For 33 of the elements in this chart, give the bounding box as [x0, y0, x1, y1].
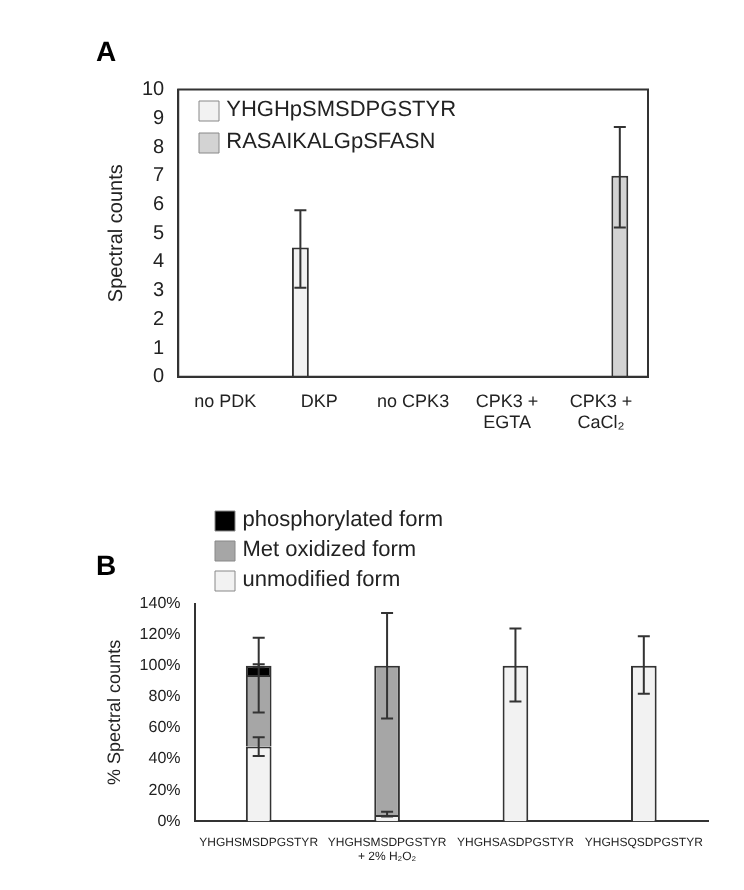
- y-axis-title: % Spectral counts: [103, 638, 124, 785]
- y-tick-label: 0%: [157, 811, 181, 830]
- x-tick-label: no CPK3: [377, 390, 450, 411]
- y-tick-label: 3: [153, 280, 166, 303]
- y-tick-label: 10: [142, 79, 166, 102]
- y-tick-label: 0: [153, 366, 166, 389]
- x-tick-label: CPK3 + CaCl₂: [569, 390, 633, 433]
- chart-title: B: [96, 548, 117, 581]
- legend-label: YHGHpSMSDPGSTYR: [226, 97, 457, 122]
- y-tick-label: 7: [153, 165, 166, 188]
- y-tick-label: 120%: [139, 625, 181, 644]
- legend-label: RASAIKALGpSFASN: [226, 129, 436, 154]
- y-tick-label: 140%: [139, 594, 181, 613]
- x-tick-label: CPK3 + EGTA: [475, 390, 539, 433]
- y-tick-label: 2: [153, 308, 166, 331]
- x-tick-label: DKP: [300, 390, 338, 411]
- chart-title: A: [96, 34, 117, 67]
- y-tick-label: 9: [153, 107, 166, 130]
- y-tick-label: 4: [153, 251, 166, 274]
- x-tick-label: no PDK: [194, 390, 257, 411]
- legend-label: phosphorylated form: [242, 507, 444, 532]
- y-tick-label: 20%: [148, 780, 181, 799]
- y-tick-label: 8: [153, 136, 166, 159]
- y-tick-label: 60%: [148, 718, 181, 737]
- y-tick-label: 5: [153, 222, 166, 245]
- y-tick-label: 100%: [139, 656, 181, 675]
- legend-label: Met oxidized form: [242, 537, 417, 562]
- y-tick-label: 6: [153, 193, 166, 216]
- legend-label: unmodified form: [242, 567, 401, 592]
- y-tick-label: 1: [153, 337, 166, 360]
- y-axis-title: Spectral counts: [105, 164, 128, 303]
- y-tick-label: 40%: [148, 749, 181, 768]
- y-tick-label: 80%: [148, 687, 181, 706]
